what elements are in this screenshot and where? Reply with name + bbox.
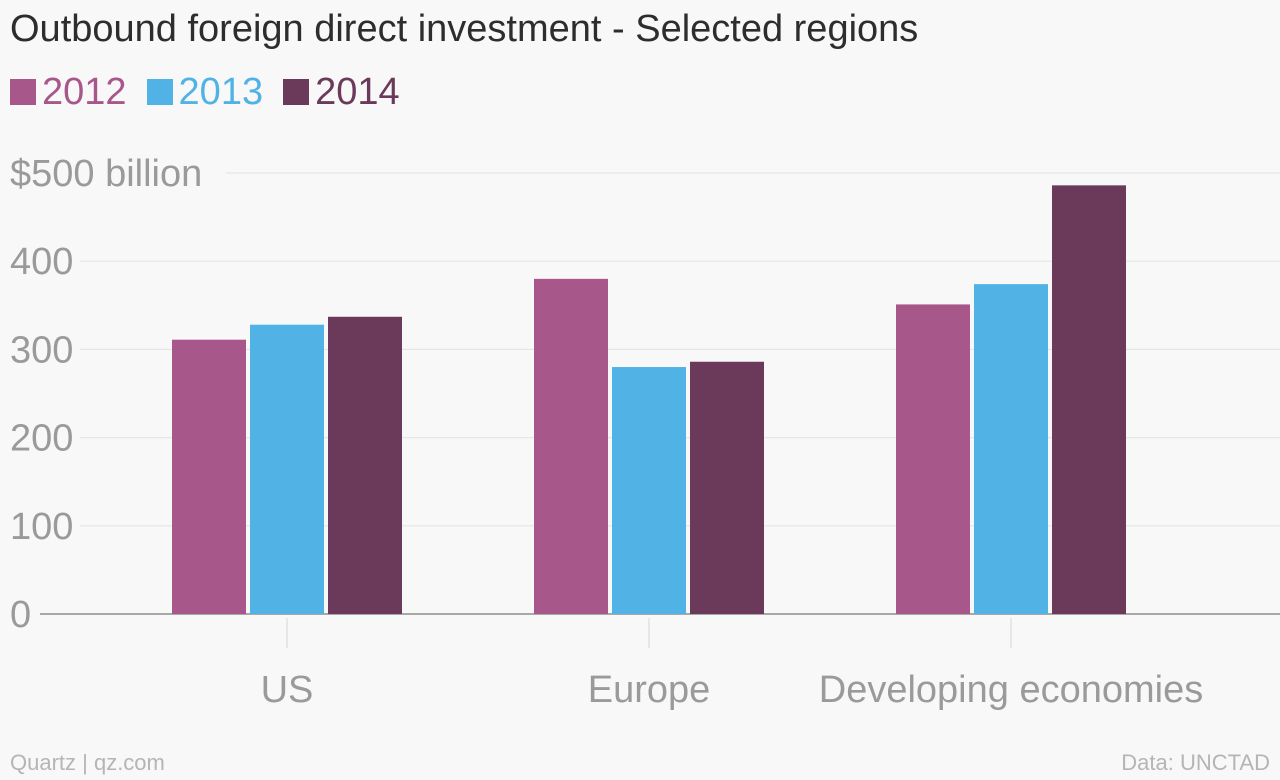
y-tick-label: 0 xyxy=(10,594,31,636)
x-tick-label: Europe xyxy=(588,669,711,711)
bar-2013 xyxy=(974,284,1048,614)
y-tick-label: 200 xyxy=(10,418,73,460)
data-source: Data: UNCTAD xyxy=(1121,750,1270,775)
bar-2013 xyxy=(250,324,324,614)
bar-2014 xyxy=(328,316,402,614)
y-tick-label: 300 xyxy=(10,329,73,371)
y-tick-label: $500 billion xyxy=(10,153,202,195)
chart-title: Outbound foreign direct investment - Sel… xyxy=(10,8,919,50)
legend-item-2013: 2013 xyxy=(146,70,264,114)
legend-label-2014: 2014 xyxy=(315,70,400,113)
bar-2013 xyxy=(612,367,686,614)
bar-2012 xyxy=(896,304,970,614)
legend-label-2013: 2013 xyxy=(178,70,264,113)
legend-item-2014: 2014 xyxy=(283,71,400,114)
legend-swatch-2012 xyxy=(10,79,36,105)
x-tick-label: US xyxy=(261,669,314,711)
bar-2012 xyxy=(172,339,246,614)
legend-label-2012: 2012 xyxy=(42,70,127,113)
bar-2014 xyxy=(690,361,764,614)
legend-swatch-2014 xyxy=(283,79,310,105)
source-credit: Quartz | qz.com xyxy=(10,750,165,775)
bar-2014 xyxy=(1052,185,1126,614)
legend-item-2012: 2012 xyxy=(10,71,127,114)
y-tick-label: 100 xyxy=(10,506,73,548)
y-tick-label: 400 xyxy=(10,241,73,283)
legend-swatch-2013 xyxy=(146,79,173,105)
bar-2012 xyxy=(534,278,608,614)
x-tick-label: Developing economies xyxy=(819,669,1203,711)
legend: 2012 2013 2014 xyxy=(10,70,420,114)
